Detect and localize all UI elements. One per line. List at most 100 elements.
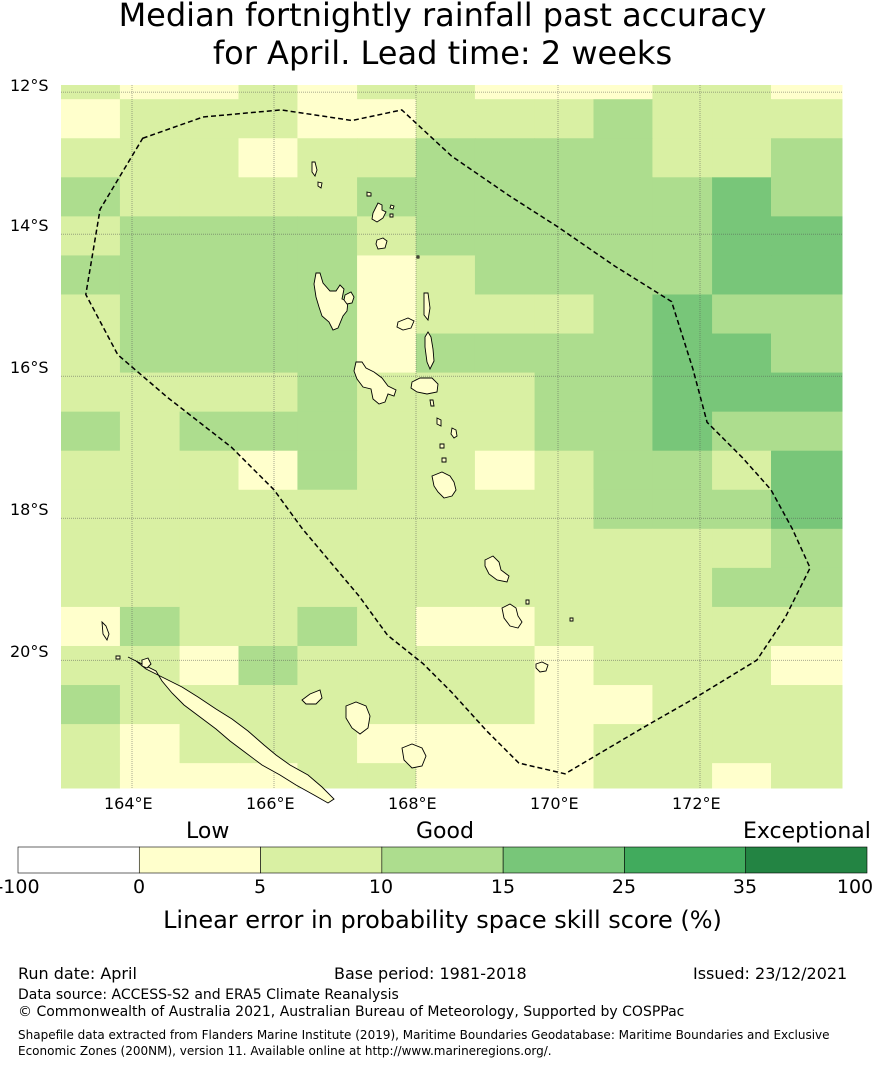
island	[313, 272, 349, 331]
skill-cell	[357, 177, 417, 217]
island	[410, 377, 439, 395]
island	[535, 661, 549, 673]
skill-cell	[297, 528, 358, 569]
skill-cell	[771, 411, 843, 452]
skill-cell	[474, 138, 536, 178]
skill-cell	[357, 216, 417, 256]
skill-cell	[652, 294, 713, 335]
skill-cell	[474, 372, 536, 413]
skill-cell	[297, 99, 358, 139]
skill-cell	[652, 763, 713, 789]
skill-cell	[416, 645, 476, 686]
skill-cell	[119, 489, 181, 530]
skill-cell	[712, 763, 772, 789]
island	[439, 443, 445, 449]
skill-cell	[652, 724, 713, 764]
skill-cell	[416, 411, 476, 452]
skill-cell	[593, 450, 653, 491]
skill-cell	[474, 255, 536, 295]
skill-cell	[179, 763, 239, 789]
skill-cell	[61, 685, 121, 725]
skill-cell	[652, 450, 713, 491]
skill-cell	[652, 489, 713, 530]
skill-cell	[61, 411, 121, 452]
skill-cell	[61, 528, 121, 569]
skill-cell	[179, 528, 239, 569]
skill-cell	[771, 255, 843, 295]
skill-cell	[534, 411, 594, 452]
island	[343, 291, 355, 305]
lat-label-18s: 18°S	[10, 500, 49, 519]
colorbar-segment	[260, 846, 383, 874]
colorbar-segment	[502, 846, 625, 874]
skill-cell	[771, 177, 843, 217]
skill-cell	[712, 685, 772, 725]
skill-cell	[712, 411, 772, 452]
skill-cell	[593, 216, 653, 256]
skill-cell	[712, 372, 772, 413]
skill-cell	[119, 411, 181, 452]
skill-cell	[238, 333, 298, 374]
skill-cell	[179, 489, 239, 530]
skill-cell	[297, 411, 358, 452]
skill-cell	[712, 489, 772, 530]
skill-cell	[771, 138, 843, 178]
skill-cell	[61, 333, 121, 374]
skill-cell	[534, 372, 594, 413]
skill-cell	[712, 216, 772, 256]
skill-cell	[119, 99, 181, 139]
skill-cell	[357, 645, 417, 686]
skill-cell	[238, 567, 298, 608]
skill-cell	[652, 567, 713, 608]
skill-cell	[712, 645, 772, 686]
skill-cell	[179, 99, 239, 139]
skill-cell	[593, 567, 653, 608]
island	[311, 161, 318, 177]
skill-cell	[712, 255, 772, 295]
skill-cell	[238, 138, 298, 178]
skill-cell	[238, 372, 298, 413]
skill-cell	[416, 255, 476, 295]
skill-cell	[119, 763, 181, 789]
skill-cell	[297, 606, 358, 647]
island	[441, 457, 447, 463]
lat-label-14s: 14°S	[10, 216, 49, 235]
skill-cell	[771, 606, 843, 647]
skill-cell	[179, 216, 239, 256]
skill-cell	[534, 333, 594, 374]
skill-cell	[534, 606, 594, 647]
skill-cell	[61, 177, 121, 217]
island	[484, 555, 510, 583]
skill-cell	[534, 724, 594, 764]
colorbar-tick: 25	[611, 876, 637, 898]
skill-cell	[712, 177, 772, 217]
island	[366, 191, 372, 197]
skill-cell	[357, 255, 417, 295]
skill-cell	[179, 645, 239, 686]
skill-cell	[474, 724, 536, 764]
skill-cell	[61, 372, 121, 413]
skill-cell	[357, 450, 417, 491]
skill-cell	[712, 724, 772, 764]
colorbar-category-low: Low	[186, 819, 230, 844]
skill-cell	[238, 528, 298, 569]
skill-cell	[119, 567, 181, 608]
skill-cell	[712, 528, 772, 569]
skill-cell	[712, 294, 772, 335]
skill-cell	[357, 489, 417, 530]
island	[345, 701, 371, 735]
lat-label-12s: 12°S	[10, 76, 49, 95]
skill-cell	[416, 138, 476, 178]
skill-cell	[771, 724, 843, 764]
skill-cell	[593, 255, 653, 295]
skill-cell	[297, 372, 358, 413]
skill-cell	[238, 685, 298, 725]
skill-cell	[771, 372, 843, 413]
island	[450, 427, 458, 439]
colorbar-tick: -100	[0, 876, 40, 898]
coastlines	[101, 161, 574, 804]
lon-label-164e: 164°E	[104, 794, 153, 813]
skill-cell	[593, 411, 653, 452]
skill-cell	[61, 489, 121, 530]
